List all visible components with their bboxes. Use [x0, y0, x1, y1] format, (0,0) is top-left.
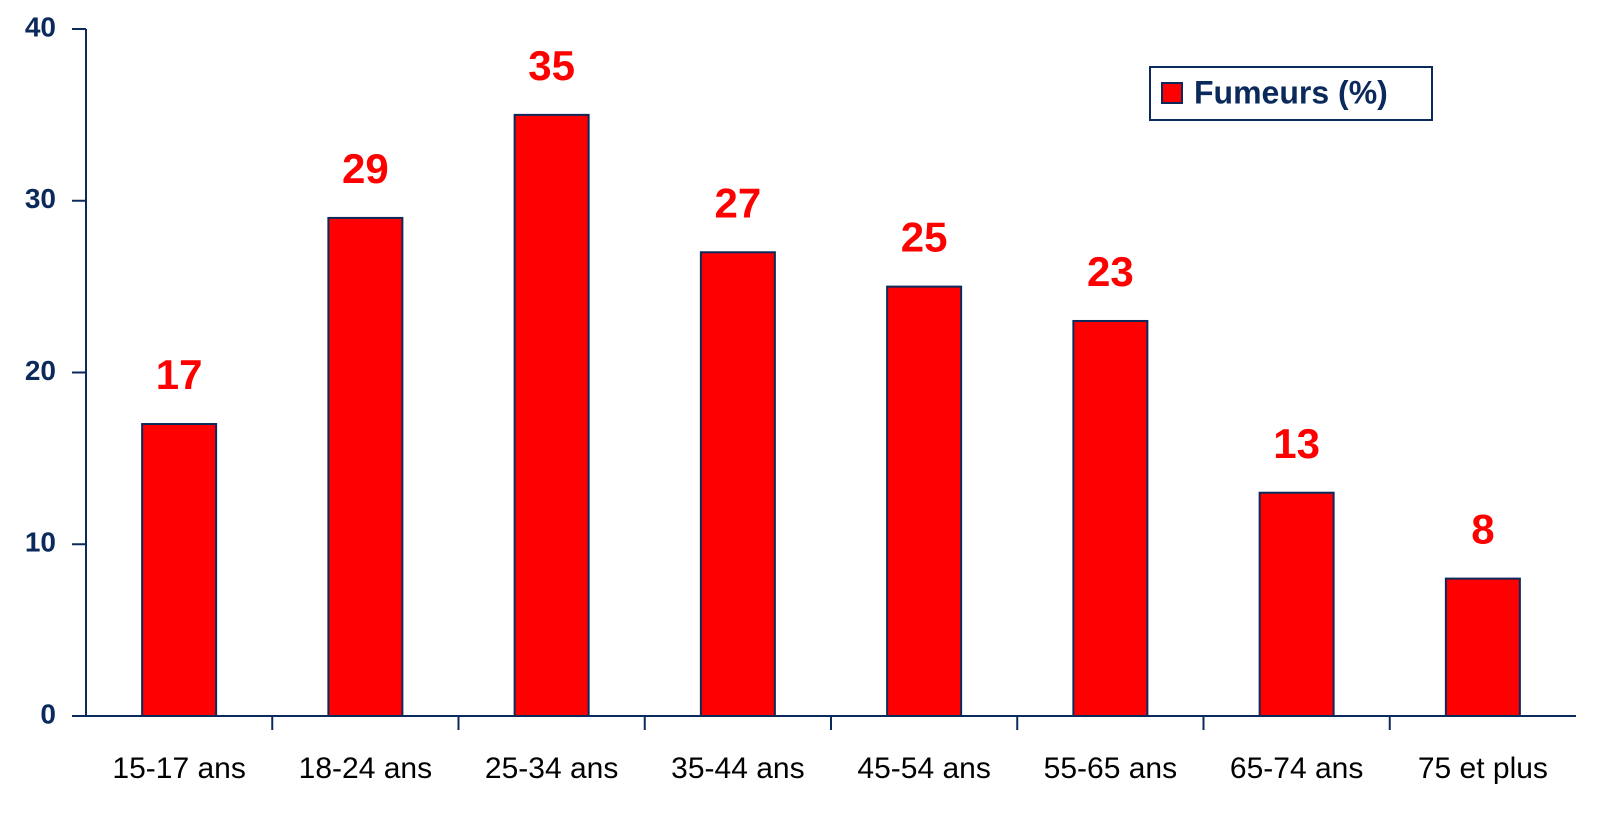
bar: [513, 113, 590, 717]
bar: [886, 285, 963, 717]
value-label: 25: [901, 214, 948, 261]
bar: [1258, 491, 1335, 717]
y-tick-label: 30: [25, 183, 56, 214]
value-label: 35: [528, 42, 575, 89]
bar: [1072, 319, 1149, 717]
legend-label: Fumeurs (%): [1194, 74, 1388, 110]
y-tick-label: 40: [25, 11, 56, 42]
bar: [699, 251, 776, 717]
x-tick-label: 45-54 ans: [857, 752, 990, 785]
value-label: 29: [342, 145, 389, 192]
y-tick-label: 0: [40, 698, 56, 729]
legend-swatch: [1161, 82, 1183, 104]
x-tick-label: 15-17 ans: [112, 752, 245, 785]
x-tick-label: 75 et plus: [1418, 752, 1548, 785]
x-tick-label: 65-74 ans: [1230, 752, 1363, 785]
value-label: 27: [715, 179, 762, 226]
value-label: 17: [156, 351, 203, 398]
x-tick-label: 18-24 ans: [299, 752, 432, 785]
x-tick-label: 25-34 ans: [485, 752, 618, 785]
y-tick-label: 10: [25, 527, 56, 558]
y-tick-label: 20: [25, 355, 56, 386]
value-label: 23: [1087, 248, 1134, 295]
bar: [141, 423, 218, 717]
x-tick-label: 35-44 ans: [671, 752, 804, 785]
bar: [327, 216, 404, 718]
legend-box: [1149, 66, 1433, 121]
value-label: 8: [1471, 506, 1494, 553]
value-label: 13: [1273, 420, 1320, 467]
bar: [1444, 577, 1521, 717]
x-tick-label: 55-65 ans: [1044, 752, 1177, 785]
